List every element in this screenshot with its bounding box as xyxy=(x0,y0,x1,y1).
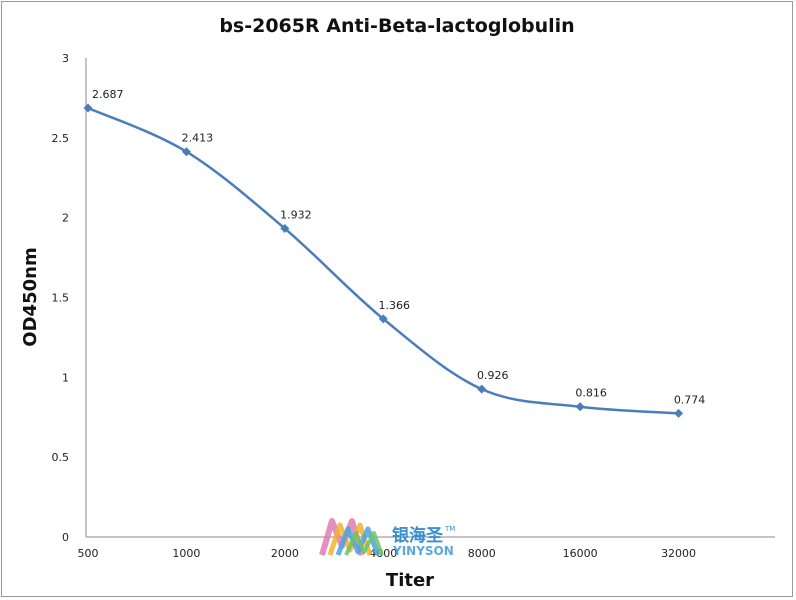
watermark-tm: TM xyxy=(444,525,455,533)
y-tick-label: 1.5 xyxy=(52,292,70,305)
watermark: 银海圣 TM YINYSON xyxy=(319,518,455,558)
data-point-marker xyxy=(674,408,684,418)
x-tick-labels: 500 1000 2000 4000 8000 16000 32000 xyxy=(78,547,697,560)
watermark-brand-cn: 银海圣 xyxy=(392,525,444,546)
watermark-logo-icon xyxy=(319,518,384,556)
x-tick-label: 8000 xyxy=(468,547,496,560)
y-tick-label: 3 xyxy=(62,52,69,65)
data-label: 2.687 xyxy=(92,88,124,101)
data-point-marker xyxy=(280,224,290,234)
data-point-marker xyxy=(477,384,487,394)
data-label: 2.413 xyxy=(182,132,214,145)
data-label: 0.774 xyxy=(674,393,706,406)
data-point-marker xyxy=(575,402,585,412)
data-label: 1.932 xyxy=(280,209,312,222)
data-label: 0.926 xyxy=(477,369,509,382)
x-tick-label: 1000 xyxy=(172,547,200,560)
x-tick-label: 32000 xyxy=(661,547,696,560)
x-tick-label: 16000 xyxy=(563,547,598,560)
y-tick-labels: 0 0.5 1 1.5 2 2.5 3 xyxy=(52,52,70,544)
data-label: 1.366 xyxy=(379,299,411,312)
data-point-marker xyxy=(181,147,191,157)
y-tick-label: 1 xyxy=(62,371,69,384)
chart-title: bs-2065R Anti-Beta-lactoglobulin xyxy=(219,15,574,37)
x-tick-label: 2000 xyxy=(271,547,299,560)
data-point-marker xyxy=(83,103,93,113)
x-tick-label: 500 xyxy=(78,547,99,560)
data-label: 0.816 xyxy=(575,387,607,400)
data-labels: 2.687 2.413 1.932 1.366 0.926 0.816 0.774 xyxy=(92,88,705,406)
x-axis-title: Titer xyxy=(386,570,434,591)
data-point-marker xyxy=(378,314,388,324)
data-markers xyxy=(83,103,684,418)
y-tick-label: 0.5 xyxy=(52,451,70,464)
y-axis-title: OD450nm xyxy=(20,247,41,346)
y-tick-label: 0 xyxy=(62,531,69,544)
y-tick-label: 2.5 xyxy=(52,132,70,145)
series-line xyxy=(87,106,679,415)
watermark-brand-en: YINYSON xyxy=(392,544,454,558)
y-tick-label: 2 xyxy=(62,212,69,225)
